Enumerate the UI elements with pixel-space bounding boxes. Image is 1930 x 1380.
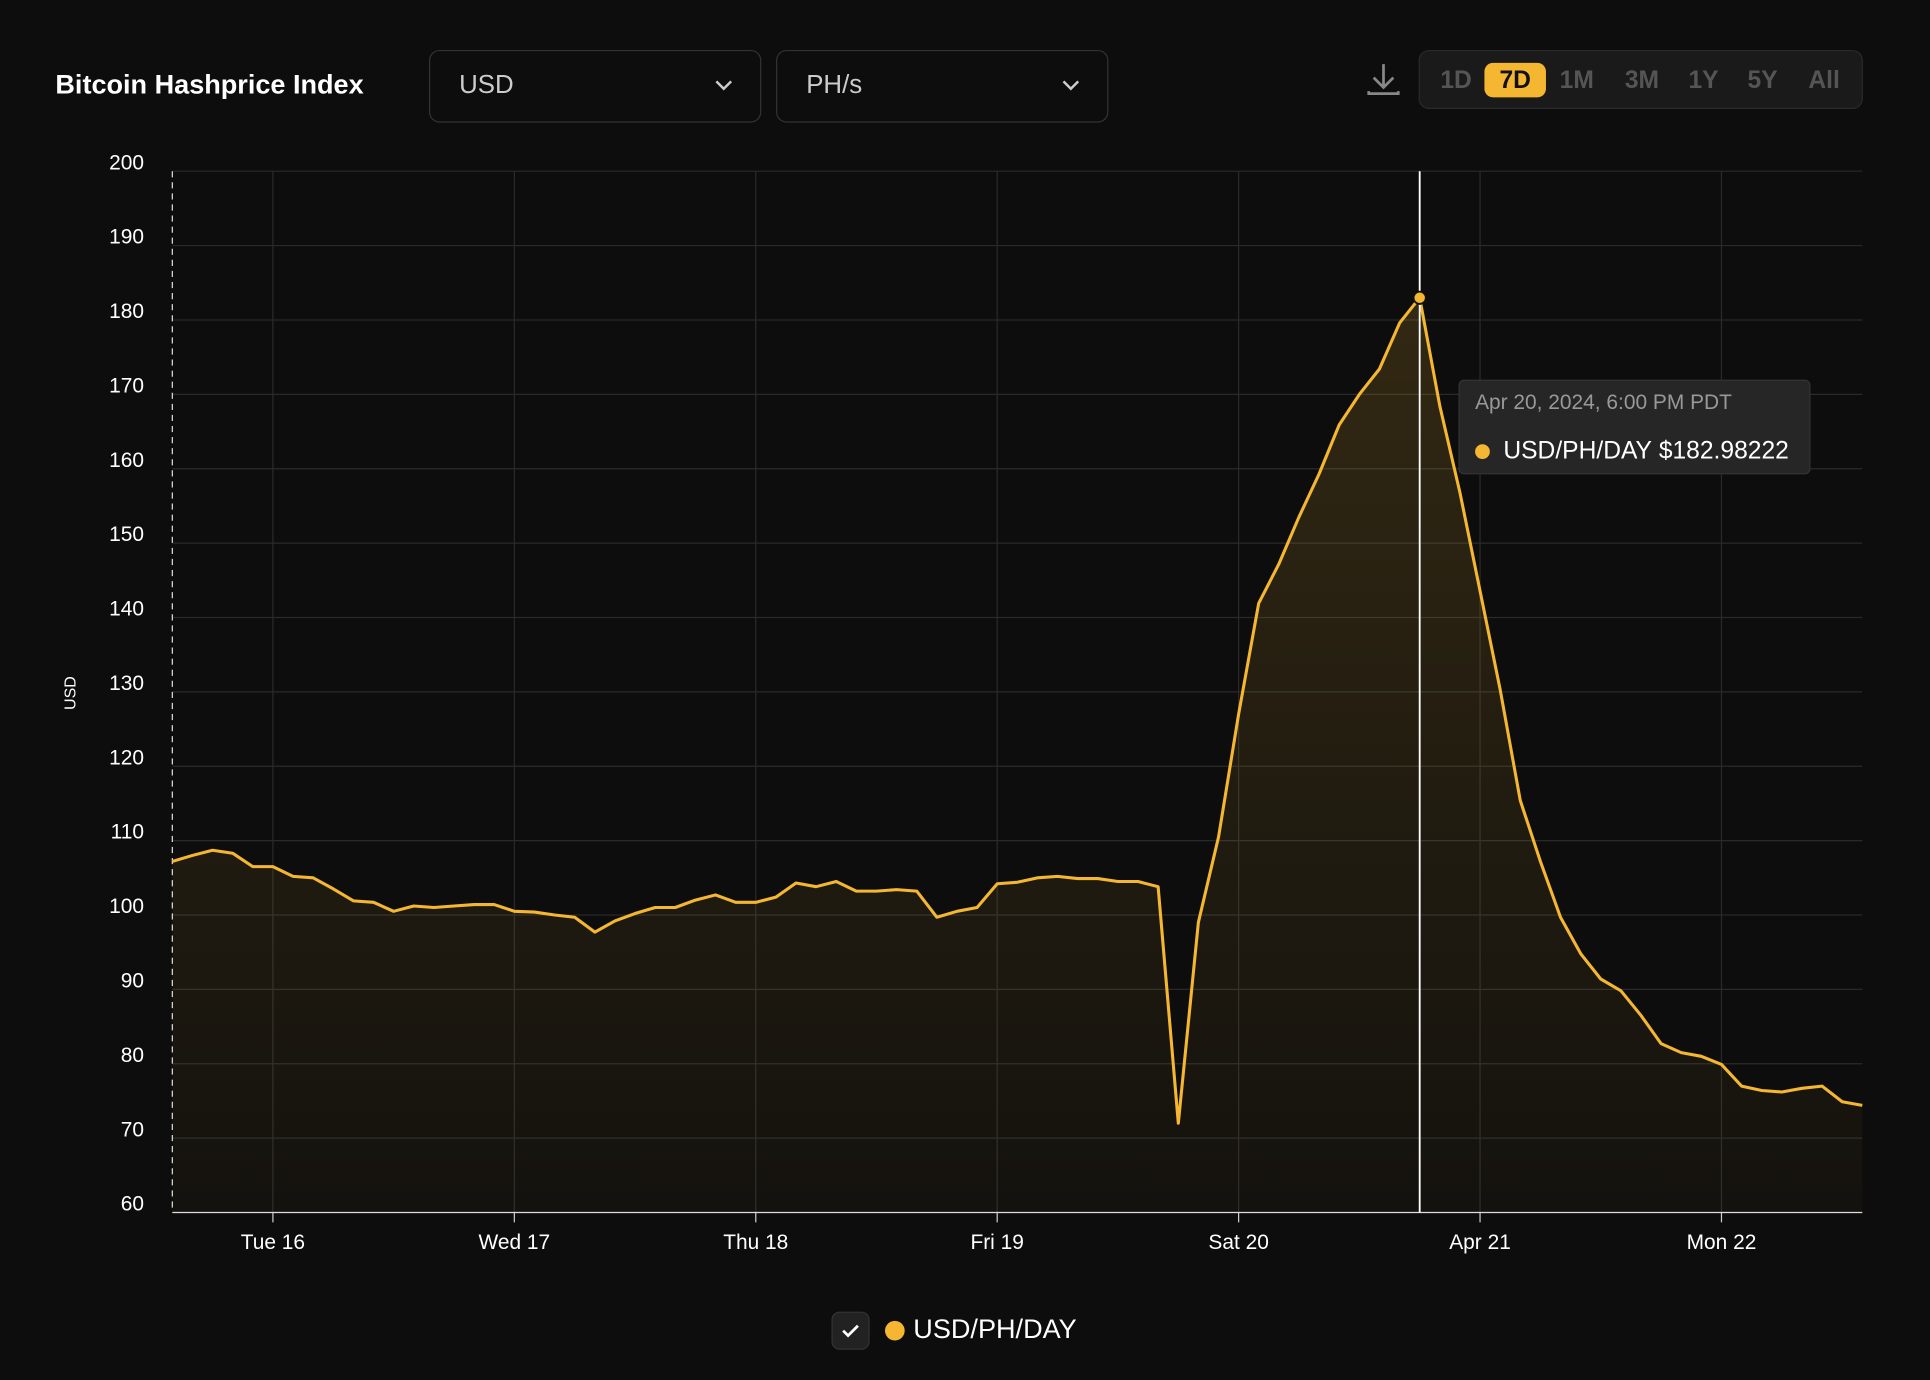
y-tick-label: 130 (109, 672, 144, 695)
dropdown-box[interactable] (428, 49, 762, 123)
check[interactable] (842, 1324, 859, 1338)
y-tick-label: 80 (121, 1044, 144, 1067)
y-axis-label: USD (63, 676, 80, 710)
y-tick-label: 60 (121, 1193, 144, 1216)
x-tick-label: Thu 18 (723, 1231, 788, 1254)
title: Bitcoin Hashprice Index (55, 68, 363, 99)
range-button[interactable]: 3M (1625, 67, 1659, 94)
x-tick-label: Wed 17 (479, 1231, 551, 1254)
range-button[interactable]: All (1808, 67, 1839, 94)
legend-label: USD/PH/DAY (913, 1313, 1076, 1344)
legend-swatch (884, 1320, 905, 1341)
tooltip-value: USD/PH/DAY $182.98222 (1503, 437, 1788, 464)
range-buttons: 1D 7D 1M 3M 1Y 5Y All (1440, 62, 1840, 98)
tooltip-box (1458, 379, 1811, 475)
y-tick-label: 70 (121, 1118, 144, 1141)
x-tick-label: Apr 21 (1449, 1231, 1511, 1254)
dropdown-label[interactable]: USD (459, 71, 514, 99)
hover-point (1412, 290, 1427, 305)
plot: 60 70 80 90 100 110 120 130 140 150 160 170 180 190 20… (109, 151, 1863, 1254)
currency-dropdown[interactable]: USD (428, 49, 762, 123)
legend: USD/PH/DAY (831, 1311, 1077, 1350)
area (172, 297, 1863, 1213)
download-icon[interactable] (1367, 64, 1400, 95)
y-tick-label: 180 (109, 300, 144, 323)
chevron[interactable] (1062, 80, 1080, 91)
dropdown-box[interactable] (776, 49, 1109, 123)
range-button[interactable]: 1D (1440, 67, 1471, 94)
y-tick-label: 200 (109, 151, 144, 174)
tooltip-series: USD/PH/DAY (1503, 437, 1652, 464)
y-tick-label: 140 (109, 598, 144, 621)
y-tick-label: 120 (109, 746, 144, 769)
dropdown-label[interactable]: PH/s (806, 71, 862, 99)
tooltip: Apr 20, 2024, 6:00 PM PDT USD/PH/DAY $18… (1458, 379, 1811, 475)
y-tick-label: 150 (109, 523, 144, 546)
unit-dropdown[interactable]: PH/s (776, 49, 1109, 123)
range-button[interactable]: 5Y (1748, 67, 1779, 94)
y-tick-label: 190 (109, 226, 144, 249)
x-tick-label: Fri 19 (970, 1231, 1023, 1254)
y-tick-label: 90 (121, 970, 144, 993)
legend-checkbox[interactable] (831, 1311, 870, 1350)
range-button[interactable]: 7D (1499, 67, 1530, 94)
tooltip-number: $182.98222 (1659, 437, 1789, 464)
chevron[interactable] (715, 80, 733, 91)
y-tick-label: 160 (109, 449, 144, 472)
y-tick-label: 170 (109, 374, 144, 397)
x-tick-label: Sat 20 (1208, 1231, 1268, 1254)
range-button[interactable]: 1Y (1688, 67, 1719, 94)
line (171, 296, 1863, 1125)
x-tick-label: Tue 16 (241, 1231, 305, 1254)
tooltip-title: Apr 20, 2024, 6:00 PM PDT (1475, 391, 1732, 414)
y-tick-label: 100 (109, 895, 144, 918)
range-button[interactable]: 1M (1560, 67, 1594, 94)
active-range-pill[interactable] (1484, 62, 1546, 98)
y-tick-label: 110 (111, 821, 144, 844)
tooltip-swatch (1475, 444, 1490, 460)
x-tick-label: Mon 22 (1687, 1231, 1757, 1254)
